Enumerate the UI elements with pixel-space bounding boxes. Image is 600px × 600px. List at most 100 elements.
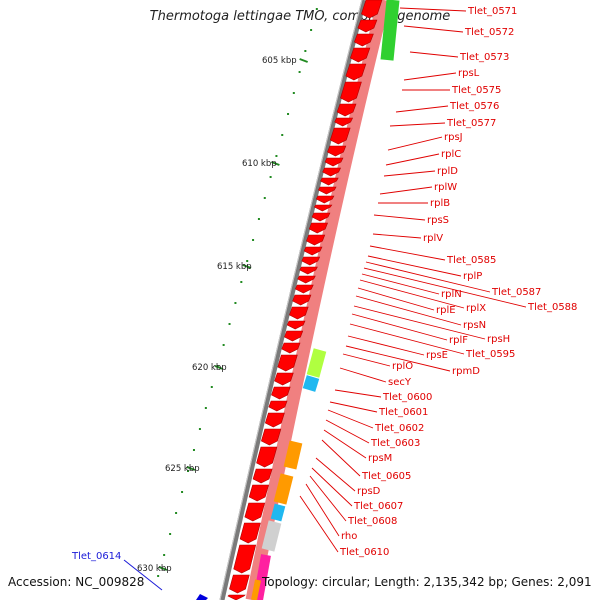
reverse-strand-features bbox=[251, 0, 400, 600]
gene-label: rplD bbox=[437, 166, 458, 177]
forward-gene-arrow bbox=[313, 204, 333, 212]
gene-leader-line bbox=[323, 429, 367, 459]
gene-leader-line bbox=[347, 335, 425, 356]
feature-lime bbox=[306, 348, 327, 378]
ruler-label: 620 kbp bbox=[192, 363, 227, 373]
gene-leader-line bbox=[299, 495, 339, 553]
ruler-dot bbox=[275, 155, 278, 157]
gene-leader-line bbox=[369, 245, 446, 261]
forward-gene-arrow bbox=[284, 330, 304, 342]
gene-label: Tlet_0573 bbox=[459, 52, 509, 63]
feature-orange-3 bbox=[251, 579, 261, 600]
ruler-major-tick bbox=[242, 264, 252, 269]
gene-leader-line bbox=[365, 261, 491, 293]
gene-label: rpsE bbox=[426, 350, 448, 361]
gene-leader-line bbox=[395, 105, 449, 113]
gene-leader-line bbox=[399, 7, 467, 12]
forward-gene-arrow bbox=[311, 212, 331, 222]
gene-leader-line bbox=[315, 457, 356, 492]
forward-gene-arrow bbox=[264, 412, 285, 428]
gene-label: rpsS bbox=[427, 215, 449, 226]
forward-gene-arrow bbox=[336, 103, 357, 117]
forward-gene-arrow bbox=[274, 372, 294, 386]
ruler-major-tick bbox=[214, 365, 224, 370]
gene-label: rpmD bbox=[452, 366, 480, 377]
ruler-dot bbox=[310, 29, 313, 31]
forward-gene-arrow bbox=[315, 195, 335, 204]
ruler-dot bbox=[204, 407, 207, 409]
gene-leader-line bbox=[353, 305, 486, 340]
forward-gene-arrow bbox=[327, 145, 347, 157]
gene-label: rplV bbox=[423, 233, 443, 244]
forward-gene-arrow bbox=[252, 468, 273, 484]
gene-leader-line bbox=[311, 467, 353, 507]
gene-label: rho bbox=[341, 531, 357, 542]
gene-leader-line bbox=[342, 353, 391, 367]
forward-gene-arrow bbox=[281, 342, 301, 354]
gene-label: rplW bbox=[434, 182, 457, 193]
ruler-label-layer: 605 kbp 610 kbp 615 kbp 620 kbp 625 kbp 630 k… bbox=[137, 56, 297, 574]
gene-label: rplE bbox=[436, 305, 456, 316]
forward-gene-arrow bbox=[308, 222, 328, 234]
forward-gene-arrow bbox=[248, 484, 270, 502]
gene-leader-line bbox=[309, 475, 347, 522]
ruler-label: 605 kbp bbox=[262, 56, 297, 66]
gene-label-layer: Tlet_0571 Tlet_0572 Tlet_0573 rpsL Tlet_0575… bbox=[299, 6, 577, 558]
gene-label: Tlet_0576 bbox=[449, 101, 499, 112]
gene-leader-line bbox=[383, 170, 436, 177]
gene-label: secY bbox=[388, 377, 412, 388]
forward-gene-arrow bbox=[292, 294, 312, 306]
gene-leader-line bbox=[363, 267, 527, 308]
ruler-dot bbox=[315, 8, 318, 10]
forward-gene-arrow bbox=[320, 177, 339, 186]
forward-gene-arrow bbox=[349, 47, 371, 63]
gene-label: Tlet_0572 bbox=[464, 27, 514, 38]
ruler-dot bbox=[198, 428, 201, 430]
gene-leader-line bbox=[325, 419, 370, 444]
gene-leader-line bbox=[361, 273, 440, 295]
feature-orange-1 bbox=[283, 440, 303, 470]
forward-gene-arrow bbox=[294, 284, 314, 294]
gene-label: rplB bbox=[430, 198, 450, 209]
gene-leader-line bbox=[372, 233, 422, 239]
forward-gene-arrow bbox=[340, 81, 362, 103]
forward-gene-arrow bbox=[317, 186, 337, 195]
forward-gene-arrow bbox=[271, 386, 291, 400]
gene-label: rplF bbox=[449, 335, 468, 346]
gene-label: Tlet_0600 bbox=[382, 392, 432, 403]
gene-leader-line bbox=[327, 409, 374, 429]
gene-leader-line bbox=[305, 483, 340, 537]
ruler-dot bbox=[292, 92, 295, 94]
ruler-dot bbox=[192, 449, 195, 451]
forward-gene-arrow bbox=[357, 19, 378, 33]
gene-leader-line bbox=[379, 186, 433, 195]
gene-label: rplP bbox=[463, 271, 482, 282]
ruler-dot bbox=[187, 470, 190, 472]
ruler-dot bbox=[263, 197, 266, 199]
ruler-label: 610 kbp bbox=[242, 159, 277, 169]
gene-label: Tlet_0602 bbox=[374, 423, 424, 434]
gene-label: Tlet_0595 bbox=[465, 349, 515, 360]
gene-label: rpsH bbox=[487, 334, 510, 345]
gene-leader-line bbox=[321, 439, 361, 477]
gene-leader-line bbox=[389, 122, 446, 127]
gene-label: Tlet_0587 bbox=[491, 287, 541, 298]
forward-gene-arrow bbox=[324, 157, 344, 167]
forward-gene-arrow bbox=[233, 544, 257, 574]
forward-gene-arrow bbox=[345, 63, 367, 81]
forward-gene-arrow bbox=[297, 275, 316, 284]
gene-leader-line bbox=[334, 389, 382, 398]
forward-gene-arrow bbox=[299, 266, 318, 275]
ruler-dot bbox=[175, 512, 178, 514]
gene-leader-line bbox=[357, 287, 435, 311]
gene-leader-line bbox=[367, 255, 462, 277]
feature-magenta bbox=[253, 554, 271, 600]
gene-label: Tlet_0601 bbox=[378, 407, 428, 418]
gene-label: rplO bbox=[392, 361, 413, 372]
feature-bright-green bbox=[380, 0, 400, 61]
gene-leader-line bbox=[351, 313, 448, 341]
feature-cyan-2 bbox=[270, 503, 286, 522]
gene-leader-line bbox=[409, 51, 459, 58]
gene-leader-line bbox=[359, 279, 465, 309]
